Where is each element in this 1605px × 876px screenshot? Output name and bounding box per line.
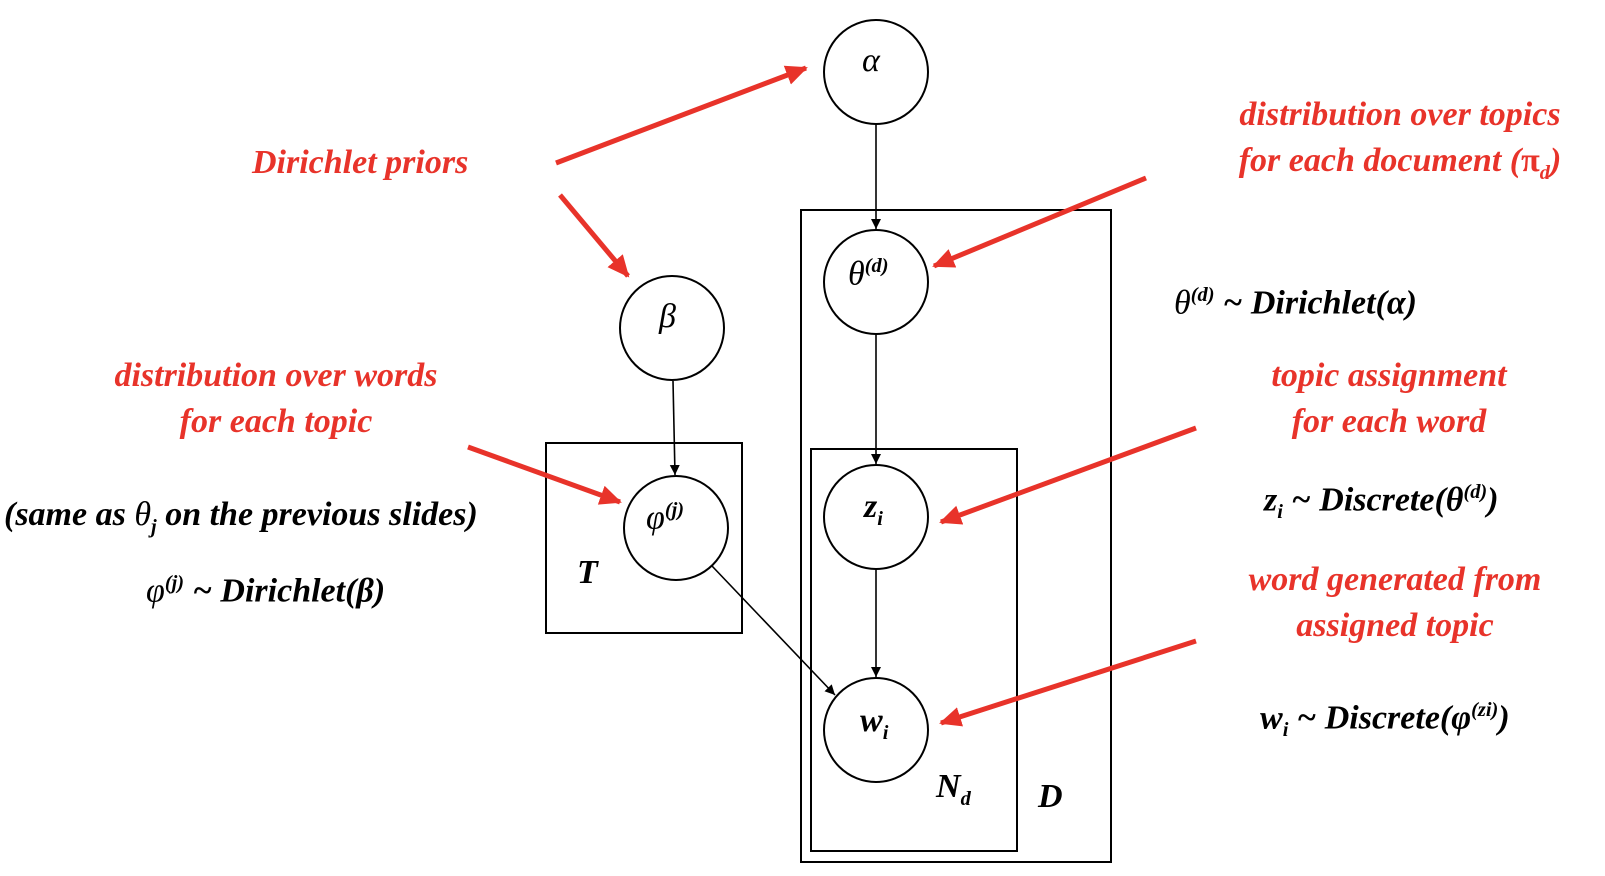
arrow-priors-alpha [555,65,808,166]
beta-symbol: β [659,298,676,335]
plate-D [800,209,1112,863]
plate-T-label: T [577,554,598,591]
arrow-assignment-z [939,425,1197,525]
plate-D-label: D [1038,778,1063,815]
plate-Nd [810,448,1018,852]
z-discrete-equation: zi ~ Discrete(θ(d)) [1264,481,1499,524]
w-symbol: wi [860,702,889,744]
node-w [823,677,929,783]
alpha-symbol: α [862,42,880,79]
node-beta [619,275,725,381]
arrow-generated-w [939,638,1197,727]
theta-symbol: θ(d) [848,255,889,293]
edge-phi-w [711,565,836,696]
words-per-topic-label: distribution over words for each topic [114,357,438,440]
word-generated-label: word generated from assigned topic [1248,561,1542,644]
topic-assignment-label: topic assignment for each word [1271,357,1507,440]
w-discrete-equation: wi ~ Discrete(φ(zi)) [1260,699,1510,742]
same-as-theta-note: (same as θj on the previous slides) [4,496,478,538]
dirichlet-priors-label: Dirichlet priors [252,144,469,181]
plate-T [545,442,743,634]
arrow-words-phi [467,444,622,505]
arrow-priors-beta [558,193,630,278]
phi-dirichlet-equation: φ(j) ~ Dirichlet(β) [146,572,386,610]
plate-Nd-label: Nd [936,768,971,810]
arrow-topics-theta [932,175,1147,269]
phi-symbol: φ(j) [646,499,685,537]
theta-dirichlet-equation: θ(d) ~ Dirichlet(α) [1174,284,1417,322]
node-phi [623,475,729,581]
topics-per-document-label: distribution over topics for each docume… [1238,96,1562,184]
edge-beta-phi [669,380,680,476]
z-symbol: zi [864,488,883,530]
